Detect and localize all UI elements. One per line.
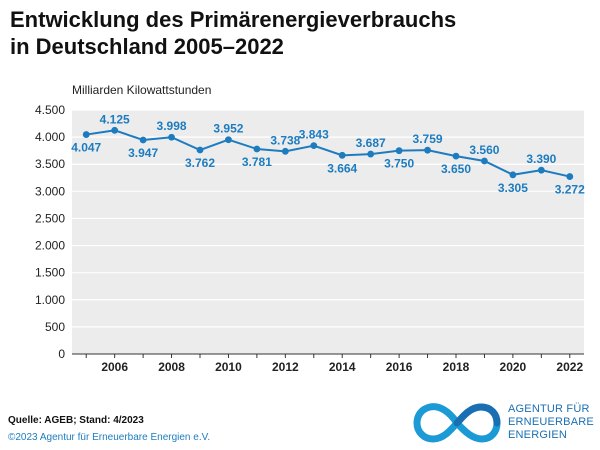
data-label: 3.560 xyxy=(469,143,499,157)
data-point xyxy=(481,157,488,165)
y-tick-label: 2.000 xyxy=(35,239,65,253)
data-label: 4.047 xyxy=(71,141,101,155)
data-point xyxy=(566,173,574,180)
source-note: Quelle: AGEB; Stand: 4/2023 xyxy=(8,415,144,426)
x-tick-label: 2018 xyxy=(443,360,470,374)
x-tick-label: 2020 xyxy=(500,360,527,374)
data-label: 3.952 xyxy=(213,122,243,136)
data-point xyxy=(367,150,375,158)
data-point xyxy=(168,133,175,141)
logo-line-2: ERNEUERBARE xyxy=(508,416,594,428)
y-axis-title: Milliarden Kilowattstunden xyxy=(72,83,211,97)
data-label: 3.272 xyxy=(555,183,585,197)
data-label: 3.781 xyxy=(242,155,272,169)
y-tick-label: 4.000 xyxy=(35,130,65,144)
data-point xyxy=(509,171,517,179)
data-label: 3.664 xyxy=(327,161,357,175)
x-tick-label: 2008 xyxy=(158,360,185,374)
y-tick-label: 3.500 xyxy=(35,157,65,171)
infinity-icon xyxy=(413,403,501,443)
y-tick-label: 1.000 xyxy=(35,293,65,307)
data-point xyxy=(452,152,460,160)
line-chart: Milliarden Kilowattstunden 0 500 1.000 1.500… xyxy=(35,83,585,374)
data-label: 3.762 xyxy=(185,156,215,170)
data-point xyxy=(111,126,119,134)
data-point xyxy=(253,145,261,153)
y-tick-label: 1.500 xyxy=(35,266,65,280)
data-label: 3.738 xyxy=(270,133,300,147)
copyright-note: ©2023 Agentur für Erneuerbare Energien e… xyxy=(8,432,211,443)
x-tick-label: 2014 xyxy=(329,360,356,374)
data-label: 3.390 xyxy=(526,152,556,166)
data-point xyxy=(139,136,147,144)
data-point xyxy=(82,131,90,138)
series-line xyxy=(86,129,570,178)
data-point xyxy=(338,151,346,159)
data-label: 3.305 xyxy=(498,181,528,195)
y-tick-label: 3.000 xyxy=(35,184,65,198)
data-point xyxy=(395,147,403,155)
data-label: 3.687 xyxy=(356,136,386,150)
data-point xyxy=(310,142,318,150)
x-tick-label: 2022 xyxy=(556,360,583,374)
logo-line-1: AGENTUR FÜR xyxy=(508,403,590,415)
data-label: 3.650 xyxy=(441,162,471,176)
chart-title: Entwicklung des Primärenergieverbrauchs … xyxy=(10,6,456,60)
x-tick-label: 2016 xyxy=(386,360,413,374)
data-label: 3.750 xyxy=(384,157,414,171)
data-point xyxy=(281,147,289,155)
data-label: 3.947 xyxy=(128,146,158,160)
y-tick-label: 500 xyxy=(45,320,65,334)
x-tick-label: 2006 xyxy=(101,360,128,374)
data-point xyxy=(537,166,545,174)
data-label: 3.998 xyxy=(157,119,187,133)
chart-title-line-2: in Deutschland 2005–2022 xyxy=(10,34,284,59)
logo-wordmark: AGENTUR FÜR ERNEUERBARE ENERGIEN xyxy=(508,403,594,442)
logo-line-3: ENERGIEN xyxy=(508,429,568,441)
data-point xyxy=(196,146,204,154)
x-tick-label: 2012 xyxy=(272,360,299,374)
data-point xyxy=(424,146,431,154)
data-label: 3.759 xyxy=(413,132,443,146)
x-tick-label: 2010 xyxy=(215,360,242,374)
y-tick-label: 0 xyxy=(58,347,65,361)
chart-title-line-1: Entwicklung des Primärenergieverbrauchs xyxy=(10,7,457,32)
aee-logo: AGENTUR FÜR ERNEUERBARE ENERGIEN xyxy=(413,401,594,445)
y-tick-label: 4.500 xyxy=(35,103,65,117)
y-tick-label: 2.500 xyxy=(35,211,65,225)
data-point xyxy=(225,136,232,144)
data-label: 4.125 xyxy=(100,112,130,126)
data-label: 3.843 xyxy=(299,128,329,142)
